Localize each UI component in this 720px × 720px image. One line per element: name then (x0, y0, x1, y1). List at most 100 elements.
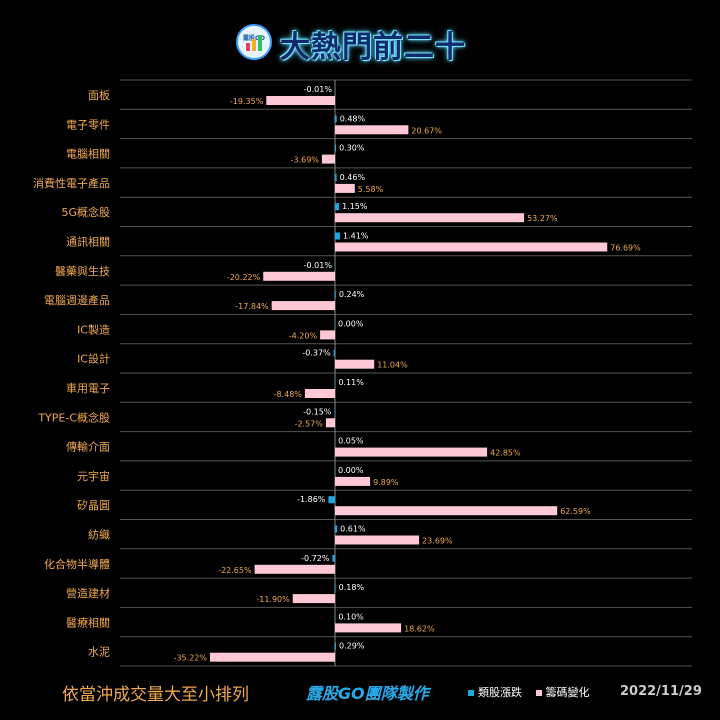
series2-value-label: 11.04% (377, 361, 408, 370)
series1-value-label: 0.10% (338, 612, 364, 621)
series1-value-label: -0.15% (303, 407, 332, 416)
category-label: 車用電子 (66, 381, 110, 395)
series2-bar (335, 183, 355, 193)
series1-value-label: 1.15% (342, 202, 368, 211)
series2-value-label: 5.58% (358, 185, 384, 194)
series2-bar (321, 154, 335, 164)
series1-value-label: 0.18% (339, 583, 365, 592)
legend: 類股漲跌 籌碼變化 (468, 684, 600, 700)
category-label: IC製造 (77, 322, 110, 336)
category-label: 水泥 (88, 646, 110, 659)
bar-chart: 面板 -0.01% -19.35% 電子零件 0.48% 20.67% 電腦相關 0.30% -… (33, 79, 692, 667)
series2-value-label: 20.67% (411, 126, 442, 135)
legend-label-series1: 類股漲跌 (478, 686, 522, 699)
series1-bar (335, 144, 337, 152)
series2-value-label: -2.57% (295, 419, 324, 428)
series1-bar (333, 349, 335, 357)
series2-value-label: -3.69% (291, 156, 320, 165)
legend-item-series1: 類股漲跌 (468, 684, 522, 700)
legend-label-series2: 籌碼變化 (545, 686, 590, 699)
series1-value-label: 0.30% (339, 144, 365, 153)
sort-note: 依當沖成交量大至小排列 (62, 685, 249, 705)
category-label: 面板 (88, 88, 110, 102)
series2-bar (263, 271, 335, 281)
series1-bar (335, 642, 337, 650)
logo-text: 露股GO (238, 33, 270, 42)
series2-bar (320, 330, 335, 340)
series2-value-label: -22.65% (218, 566, 252, 575)
legend-item-series2: 籌碼變化 (535, 684, 590, 700)
series1-value-label: 0.61% (340, 525, 366, 534)
category-label: 紡織 (88, 528, 110, 542)
series1-bar (335, 291, 336, 299)
series2-value-label: -11.90% (256, 595, 290, 604)
category-label: 傳輸介面 (66, 440, 110, 454)
page-title: 大熱門前二十 (280, 30, 466, 65)
series1-value-label: 0.48% (340, 114, 366, 123)
series2-value-label: 76.69% (610, 244, 641, 253)
series2-bar (325, 418, 335, 428)
logo: 露股GO (236, 24, 272, 60)
category-label: 矽晶圓 (77, 498, 110, 512)
series2-bar (335, 242, 608, 252)
category-label: 消費性電子產品 (33, 176, 110, 190)
series1-value-label: 0.00% (338, 466, 364, 475)
credit-text: 露股GO團隊製作 (306, 684, 429, 703)
logo-bar (246, 43, 250, 51)
series2-bar (266, 96, 335, 105)
series2-bar (335, 535, 420, 545)
series2-bar (335, 506, 558, 516)
category-label: 醫療相關 (66, 615, 110, 629)
series2-bar (271, 301, 335, 311)
series1-bar (332, 554, 335, 562)
series2-bar (304, 389, 335, 398)
series1-value-label: 0.29% (339, 642, 365, 651)
category-label: TYPE-C概念股 (37, 410, 110, 424)
category-label: 化合物半導體 (44, 557, 110, 571)
series2-value-label: 53.27% (527, 214, 558, 223)
series1-value-label: -0.01% (304, 85, 333, 94)
series1-bar (328, 496, 335, 504)
series2-bar (335, 213, 525, 223)
series2-value-label: -19.35% (230, 97, 264, 106)
logo-bar (258, 35, 262, 51)
series1-bar (335, 584, 336, 592)
category-label: 營造建材 (66, 586, 110, 600)
series1-bar (335, 203, 340, 211)
category-label: 5G概念股 (61, 205, 110, 219)
series2-bar (335, 359, 375, 369)
series1-bar (335, 525, 338, 533)
logo-bar (252, 39, 256, 51)
series2-bar (335, 447, 488, 457)
series2-value-label: -20.22% (227, 273, 261, 282)
series1-value-label: 0.05% (338, 437, 364, 446)
series1-bar (335, 232, 341, 240)
category-label: 電腦相關 (66, 147, 110, 161)
series2-value-label: 42.85% (490, 449, 521, 458)
series1-bar (334, 408, 335, 416)
category-label: 電腦週邊產品 (44, 293, 110, 307)
category-label: 醫藥與生技 (55, 264, 110, 278)
series2-value-label: -4.20% (289, 331, 318, 340)
category-label: 元宇宙 (77, 469, 110, 483)
series1-value-label: 0.11% (338, 378, 364, 387)
date-text: 2022/11/29 (620, 684, 702, 699)
legend-swatch-series2 (535, 690, 542, 696)
header: 露股GO 大熱門前二十 (0, 0, 720, 70)
series2-bar (335, 125, 409, 135)
series2-bar (335, 476, 371, 486)
series2-value-label: 9.89% (373, 478, 399, 487)
series1-value-label: -1.86% (297, 495, 326, 504)
series2-value-label: -8.48% (274, 390, 303, 399)
series1-bar (335, 115, 337, 123)
series2-value-label: 62.59% (560, 507, 591, 516)
series2-bar (335, 623, 402, 633)
series1-value-label: -0.72% (301, 554, 330, 563)
series2-bar (254, 564, 335, 574)
series2-bar (209, 652, 335, 662)
series1-value-label: -0.37% (302, 349, 331, 358)
series2-value-label: -17.84% (235, 302, 269, 311)
series1-value-label: 0.00% (338, 319, 364, 328)
series1-bar (335, 173, 337, 181)
series2-value-label: 23.69% (422, 537, 453, 546)
